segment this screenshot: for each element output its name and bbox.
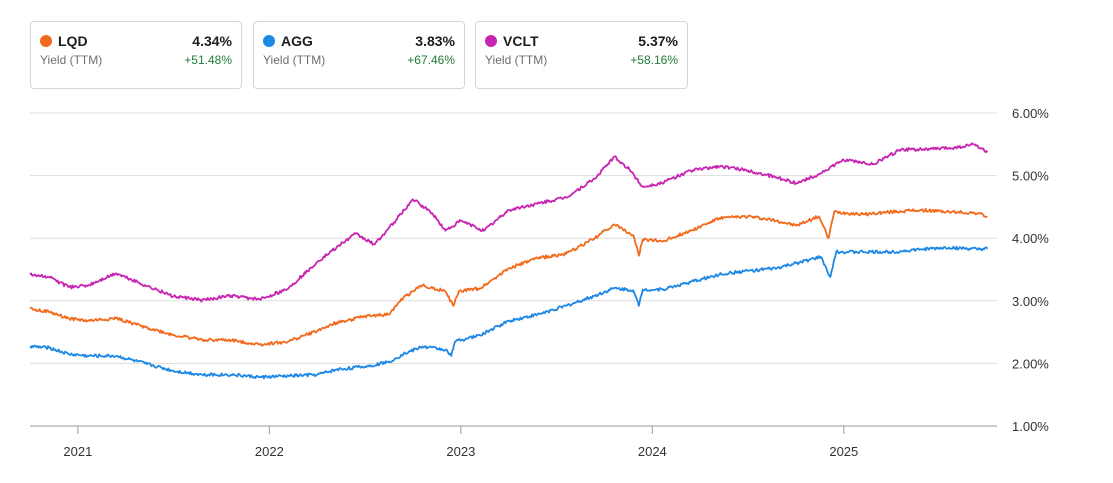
x-tick-label: 2024 (638, 444, 667, 459)
legend-card-lqd[interactable]: LQD 4.34% Yield (TTM) +51.48% (30, 21, 242, 89)
series-color-dot-icon (263, 35, 275, 47)
y-tick-label: 5.00% (1012, 169, 1049, 184)
y-tick-label: 3.00% (1012, 294, 1049, 309)
y-tick-label: 1.00% (1012, 419, 1049, 434)
series-color-dot-icon (40, 35, 52, 47)
y-tick-label: 4.00% (1012, 231, 1049, 246)
x-tick-label: 2022 (255, 444, 284, 459)
x-axis-ticks (77, 426, 845, 434)
legend-value: 3.83% (415, 33, 455, 49)
legend-metric: Yield (TTM) (485, 53, 548, 67)
legend-metric: Yield (TTM) (263, 53, 326, 67)
legend-metric: Yield (TTM) (40, 53, 103, 67)
y-axis-labels: 1.00% 2.00% 3.00% 4.00% 5.00% 6.00% (1012, 106, 1049, 434)
legend-ticker: LQD (40, 33, 88, 49)
legend-ticker-label: LQD (58, 33, 88, 49)
series-lines[interactable] (29, 142, 989, 380)
legend-change: +67.46% (407, 53, 455, 67)
x-tick-label: 2025 (829, 444, 858, 459)
series-color-dot-icon (485, 35, 497, 47)
legend-value: 4.34% (192, 33, 232, 49)
legend-ticker: AGG (263, 33, 313, 49)
legend-ticker-label: AGG (281, 33, 313, 49)
series-line-agg[interactable] (29, 245, 989, 380)
series-line-vclt[interactable] (29, 142, 989, 303)
legend-card-vclt[interactable]: VCLT 5.37% Yield (TTM) +58.16% (475, 21, 688, 89)
legend-change: +51.48% (184, 53, 232, 67)
x-tick-label: 2023 (446, 444, 475, 459)
legend-change: +58.16% (630, 53, 678, 67)
legend-ticker-label: VCLT (503, 33, 539, 49)
series-line-lqd[interactable] (29, 207, 988, 347)
grid-lines (30, 112, 997, 427)
legend-value: 5.37% (638, 33, 678, 49)
y-tick-label: 2.00% (1012, 356, 1049, 371)
legend-card-agg[interactable]: AGG 3.83% Yield (TTM) +67.46% (253, 21, 465, 89)
x-tick-label: 2021 (63, 444, 92, 459)
y-tick-label: 6.00% (1012, 106, 1049, 121)
x-axis-labels: 2021 2022 2023 2024 2025 (63, 444, 858, 459)
legend-ticker: VCLT (485, 33, 539, 49)
